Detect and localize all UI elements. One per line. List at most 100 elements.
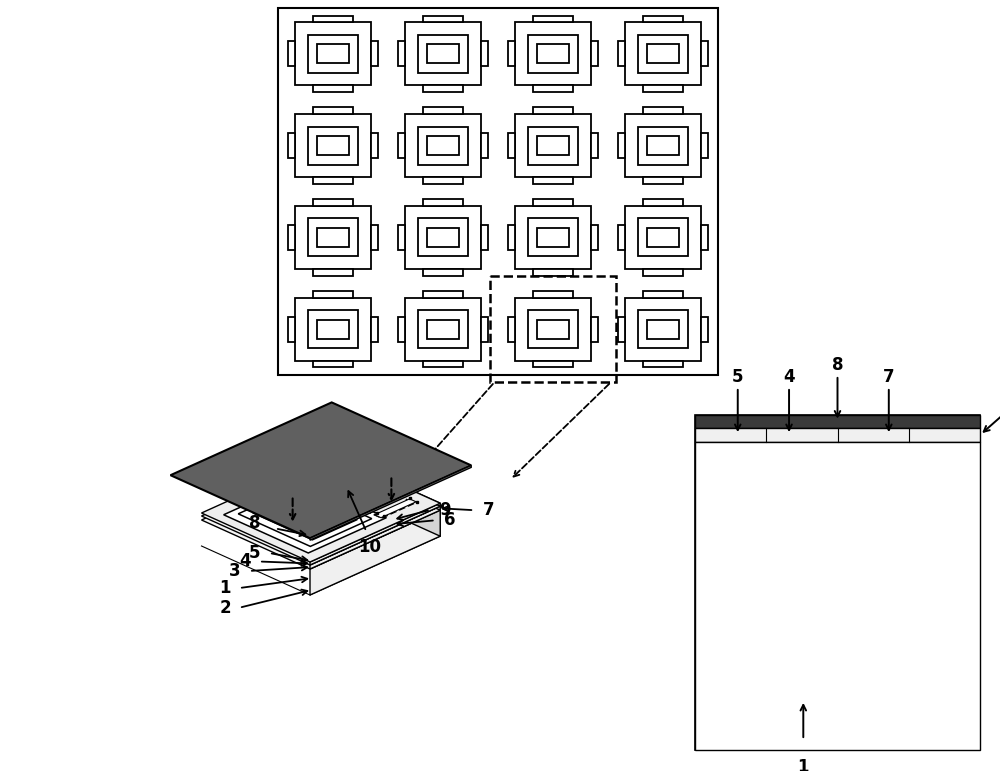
- Bar: [533, 177, 573, 184]
- Bar: [490, 276, 616, 382]
- Bar: [418, 126, 468, 164]
- Bar: [508, 42, 515, 66]
- Text: 1: 1: [219, 579, 231, 597]
- Bar: [528, 218, 578, 256]
- Bar: [643, 361, 683, 368]
- Bar: [313, 107, 353, 114]
- Polygon shape: [238, 486, 372, 547]
- Bar: [695, 428, 980, 442]
- Bar: [427, 45, 459, 63]
- Bar: [647, 136, 679, 155]
- Bar: [313, 291, 353, 298]
- Bar: [533, 107, 573, 114]
- Polygon shape: [202, 461, 440, 569]
- Bar: [618, 317, 625, 342]
- Bar: [528, 126, 578, 164]
- Text: 7: 7: [883, 368, 895, 386]
- Bar: [537, 45, 569, 63]
- Text: 10: 10: [358, 537, 381, 556]
- Bar: [423, 107, 463, 114]
- Bar: [618, 225, 625, 250]
- Polygon shape: [332, 457, 440, 510]
- Bar: [418, 35, 468, 72]
- Bar: [481, 317, 488, 342]
- Bar: [423, 199, 463, 206]
- Bar: [398, 133, 405, 158]
- Bar: [643, 199, 683, 206]
- Text: 8: 8: [832, 356, 843, 374]
- Bar: [481, 225, 488, 250]
- Bar: [371, 133, 378, 158]
- Bar: [515, 298, 591, 361]
- Bar: [317, 45, 349, 63]
- Bar: [647, 320, 679, 338]
- Bar: [533, 15, 573, 22]
- Bar: [643, 269, 683, 276]
- Bar: [313, 177, 353, 184]
- Text: 5: 5: [249, 544, 261, 562]
- Bar: [423, 361, 463, 368]
- Bar: [515, 22, 591, 86]
- Bar: [481, 133, 488, 158]
- Bar: [423, 86, 463, 93]
- Bar: [537, 228, 569, 247]
- Bar: [533, 291, 573, 298]
- Bar: [295, 22, 371, 86]
- Bar: [313, 361, 353, 368]
- Bar: [643, 15, 683, 22]
- Bar: [423, 291, 463, 298]
- Bar: [647, 45, 679, 63]
- Bar: [515, 114, 591, 177]
- Bar: [308, 126, 358, 164]
- Bar: [398, 42, 405, 66]
- Text: 4: 4: [239, 553, 251, 571]
- Bar: [591, 133, 598, 158]
- Bar: [508, 133, 515, 158]
- Polygon shape: [224, 480, 386, 553]
- Bar: [295, 298, 371, 361]
- Bar: [701, 225, 708, 250]
- Bar: [427, 320, 459, 338]
- Text: 4: 4: [783, 368, 795, 386]
- Bar: [533, 199, 573, 206]
- Bar: [643, 177, 683, 184]
- Polygon shape: [310, 466, 471, 540]
- Bar: [418, 218, 468, 256]
- Text: 5: 5: [732, 368, 744, 386]
- Bar: [528, 310, 578, 348]
- Polygon shape: [202, 454, 440, 562]
- Bar: [423, 269, 463, 276]
- Bar: [295, 114, 371, 177]
- Text: 3: 3: [229, 562, 241, 580]
- Bar: [423, 177, 463, 184]
- Bar: [398, 225, 405, 250]
- Bar: [533, 86, 573, 93]
- Bar: [591, 42, 598, 66]
- Bar: [308, 310, 358, 348]
- Bar: [638, 126, 688, 164]
- Bar: [625, 114, 701, 177]
- Text: 9: 9: [439, 501, 450, 519]
- Bar: [371, 317, 378, 342]
- Bar: [533, 269, 573, 276]
- Bar: [647, 228, 679, 247]
- Text: 8: 8: [249, 514, 261, 533]
- Bar: [313, 15, 353, 22]
- Polygon shape: [310, 510, 440, 595]
- Text: 2: 2: [219, 599, 231, 617]
- Bar: [308, 218, 358, 256]
- Bar: [625, 206, 701, 269]
- Bar: [591, 225, 598, 250]
- Polygon shape: [329, 478, 371, 497]
- Bar: [618, 42, 625, 66]
- Bar: [537, 320, 569, 338]
- Polygon shape: [310, 503, 440, 565]
- Bar: [625, 298, 701, 361]
- Bar: [508, 225, 515, 250]
- Bar: [313, 269, 353, 276]
- Bar: [308, 35, 358, 72]
- Bar: [405, 298, 481, 361]
- Bar: [537, 136, 569, 155]
- Bar: [528, 35, 578, 72]
- Bar: [427, 228, 459, 247]
